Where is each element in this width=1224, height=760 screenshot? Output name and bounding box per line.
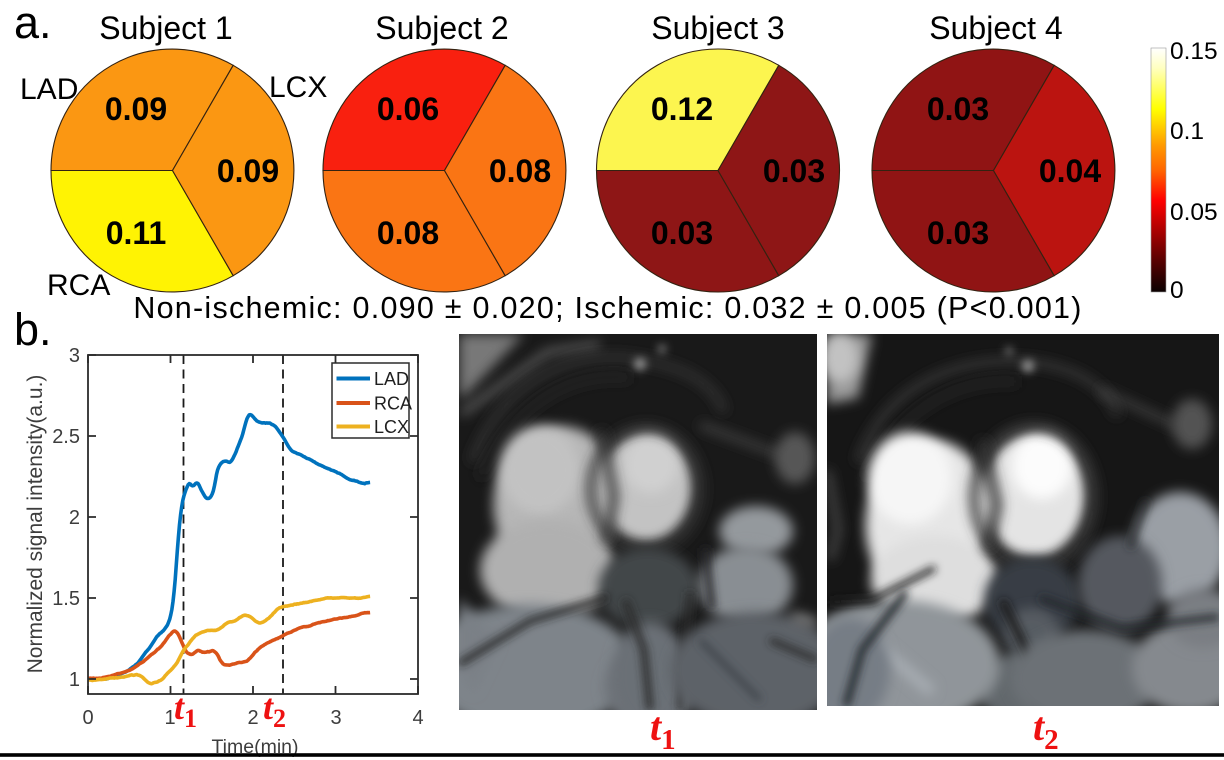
svg-text:0.12: 0.12 — [651, 91, 713, 127]
svg-text:Subject 3: Subject 3 — [651, 10, 784, 46]
svg-text:0.11: 0.11 — [106, 215, 167, 251]
svg-text:a.: a. — [14, 0, 52, 48]
svg-text:Normalized signal intensity(a.: Normalized signal intensity(a.u.) — [24, 375, 47, 674]
svg-text:RCA: RCA — [47, 269, 110, 302]
svg-text:2.5: 2.5 — [52, 426, 80, 448]
svg-text:LCX: LCX — [269, 71, 327, 104]
svg-text:LCX: LCX — [374, 417, 409, 437]
svg-text:0.03: 0.03 — [927, 215, 989, 251]
svg-text:1.5: 1.5 — [52, 588, 80, 610]
svg-text:Non-ischemic: 0.090 ± 0.020; I: Non-ischemic: 0.090 ± 0.020; Ischemic: 0… — [133, 291, 1082, 325]
svg-text:0.06: 0.06 — [377, 91, 439, 127]
svg-text:Subject 4: Subject 4 — [929, 10, 1062, 46]
svg-text:1: 1 — [164, 707, 175, 729]
svg-text:0.03: 0.03 — [927, 91, 989, 127]
svg-text:2: 2 — [69, 507, 80, 529]
svg-text:Subject 1: Subject 1 — [99, 10, 232, 46]
svg-text:4: 4 — [412, 707, 423, 729]
svg-text:0.05: 0.05 — [1170, 199, 1218, 226]
svg-text:0.15: 0.15 — [1170, 38, 1218, 65]
svg-text:0: 0 — [1170, 277, 1184, 304]
svg-text:0.09: 0.09 — [217, 153, 279, 189]
svg-text:0.1: 0.1 — [1170, 118, 1204, 145]
svg-text:Time(min): Time(min) — [211, 736, 298, 758]
svg-text:1: 1 — [69, 669, 80, 691]
svg-text:0: 0 — [82, 707, 93, 729]
svg-text:Subject 2: Subject 2 — [375, 10, 508, 46]
svg-text:2: 2 — [247, 707, 258, 729]
svg-text:LAD: LAD — [20, 73, 78, 106]
svg-text:t2: t2 — [1033, 704, 1059, 756]
svg-text:0.04: 0.04 — [1039, 153, 1101, 189]
svg-text:3: 3 — [69, 345, 80, 367]
svg-text:0.03: 0.03 — [763, 153, 825, 189]
svg-text:0.08: 0.08 — [377, 215, 439, 251]
svg-text:b.: b. — [14, 304, 52, 355]
svg-text:t1: t1 — [650, 704, 676, 756]
svg-text:RCA: RCA — [374, 394, 412, 414]
svg-text:0.09: 0.09 — [105, 91, 167, 127]
svg-text:3: 3 — [330, 707, 341, 729]
svg-text:LAD: LAD — [374, 369, 409, 389]
svg-text:0.03: 0.03 — [651, 215, 713, 251]
svg-text:0.08: 0.08 — [489, 153, 551, 189]
